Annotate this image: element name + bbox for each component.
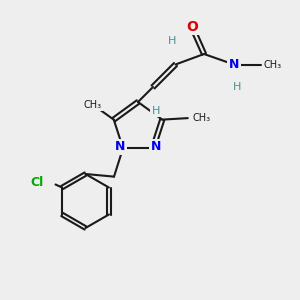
Text: N: N xyxy=(229,58,239,71)
Text: CH₃: CH₃ xyxy=(192,113,210,123)
Text: H: H xyxy=(168,35,177,46)
Text: N: N xyxy=(115,140,125,153)
Text: CH₃: CH₃ xyxy=(84,100,102,110)
Text: H: H xyxy=(233,82,241,92)
Text: CH₃: CH₃ xyxy=(264,59,282,70)
Text: O: O xyxy=(186,20,198,34)
Text: Cl: Cl xyxy=(31,176,44,190)
Text: N: N xyxy=(151,140,161,153)
Text: H: H xyxy=(152,106,160,116)
